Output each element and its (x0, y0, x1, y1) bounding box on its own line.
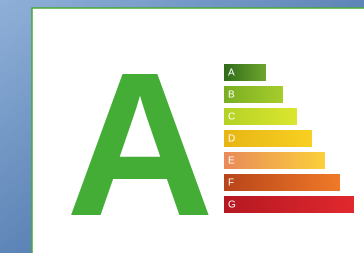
scale-label: C (228, 112, 235, 123)
scale-bar (224, 174, 340, 191)
scale-label: F (228, 178, 234, 189)
scale-label: A (228, 68, 235, 79)
scale-label: B (228, 90, 235, 101)
energy-label-scene: A A B C D E F G (0, 0, 364, 253)
scale-bar (224, 130, 312, 147)
scale-label: D (228, 134, 235, 145)
scale-label: E (228, 156, 235, 167)
scale-bar (224, 152, 325, 169)
scale-bar (224, 196, 354, 213)
grade-letter: A (66, 30, 214, 253)
scale-label: G (228, 200, 236, 211)
